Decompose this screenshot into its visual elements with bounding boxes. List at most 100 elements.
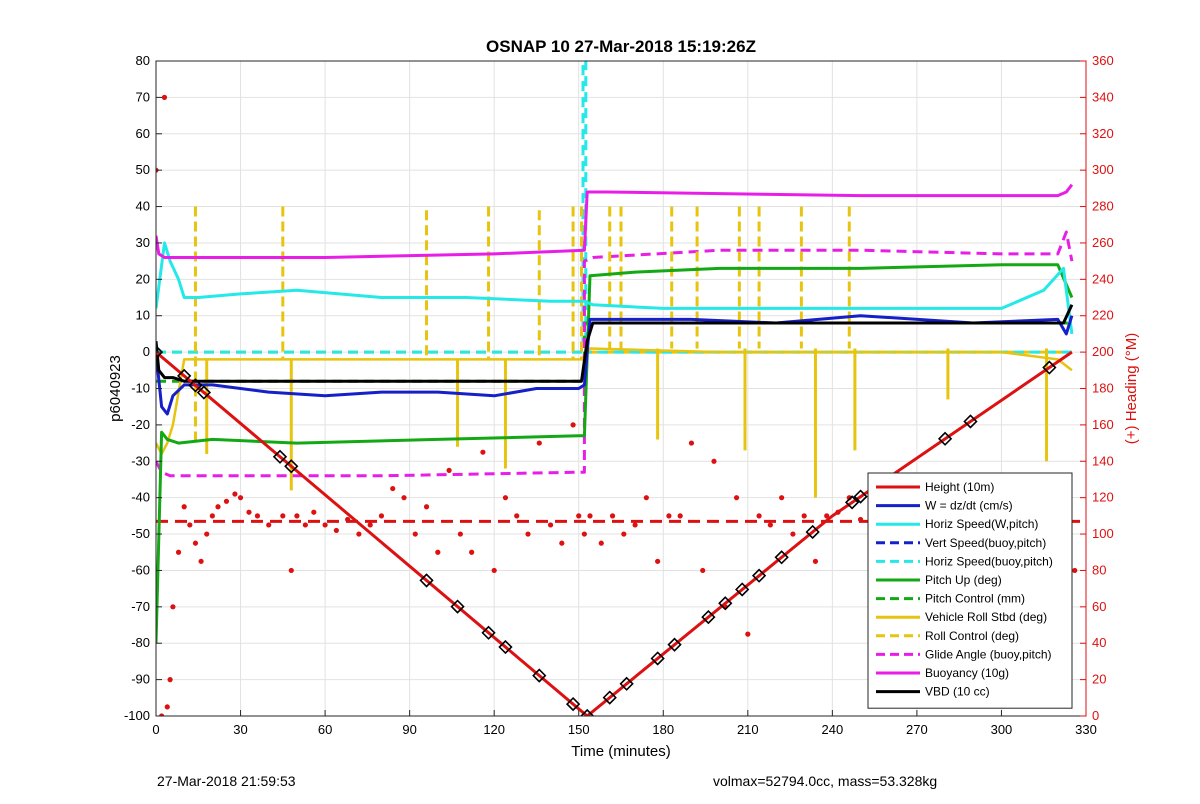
heading-point — [547, 522, 554, 528]
heading-point — [288, 567, 294, 574]
y2-tick-label: 180 — [1092, 381, 1114, 396]
y2-tick-label: 160 — [1092, 417, 1114, 432]
y2-tick-label: 300 — [1092, 162, 1114, 177]
y-tick-label: -100 — [124, 708, 150, 723]
x-tick-label: 240 — [822, 722, 844, 737]
heading-point — [294, 513, 300, 519]
y-tick-label: 40 — [136, 199, 150, 214]
series-line — [156, 304, 1074, 383]
y-tick-label: 80 — [136, 53, 150, 68]
height-marker — [650, 651, 665, 666]
x-axis-label: Time (minutes) — [571, 743, 670, 760]
heading-point — [767, 522, 773, 528]
height-marker — [188, 378, 203, 393]
heading-point — [643, 495, 649, 501]
y2-tick-label: 0 — [1092, 708, 1099, 723]
height-marker — [580, 708, 595, 716]
y2-tick-label: 120 — [1092, 490, 1114, 505]
y-tick-label: 0 — [143, 344, 150, 359]
y2-tick-label: 40 — [1092, 635, 1106, 650]
x-tick-label: 150 — [568, 722, 590, 737]
heading-point — [311, 509, 317, 515]
heading-point — [246, 509, 252, 515]
heading-point — [215, 504, 221, 510]
heading-point — [345, 516, 351, 523]
y2-tick-label: 20 — [1092, 672, 1106, 687]
heading-point — [192, 540, 199, 546]
x-tick-label: 300 — [991, 722, 1013, 737]
series-line — [156, 350, 1073, 716]
y-tick-label: -20 — [131, 417, 150, 432]
heading-point — [423, 504, 430, 510]
heading-point — [857, 516, 864, 523]
heading-point — [502, 495, 509, 501]
footer-summary: volmax=52794.0cc, mass=53.328kg — [713, 773, 938, 789]
heading-point — [559, 540, 565, 546]
y-tick-label: 60 — [136, 126, 150, 141]
legend-label: Vert Speed(buoy,pitch) — [925, 536, 1046, 550]
heading-point — [457, 531, 463, 537]
y2-tick-label: 280 — [1092, 199, 1114, 214]
heading-point — [401, 495, 407, 501]
heading-point — [367, 522, 373, 528]
legend-label: Buoyancy (10g) — [925, 666, 1009, 680]
heading-point — [536, 440, 542, 446]
height-marker — [481, 625, 496, 640]
height-marker — [565, 696, 581, 712]
height-marker — [718, 596, 733, 611]
heading-point — [161, 94, 168, 100]
y2-tick-label: 80 — [1092, 562, 1106, 577]
y-tick-label: -90 — [131, 672, 150, 687]
footer-timestamp: 27-Mar-2018 21:59:53 — [157, 773, 296, 789]
y2-tick-label: 340 — [1092, 89, 1114, 104]
legend-label: Vehicle Roll Stbd (deg) — [925, 610, 1047, 624]
y2-tick-label: 360 — [1092, 53, 1114, 68]
legend-label: Pitch Control (mm) — [925, 592, 1025, 606]
heading-point — [525, 531, 531, 537]
height-marker — [272, 449, 288, 464]
heading-point — [223, 498, 230, 504]
chart-title: OSNAP 10 27-Mar-2018 15:19:26Z — [486, 37, 756, 56]
heading-point — [688, 440, 695, 446]
legend-label: Height (10m) — [925, 480, 994, 494]
heading-point — [167, 677, 173, 683]
heading-point — [187, 522, 193, 528]
height-marker — [196, 385, 212, 400]
heading-point — [514, 513, 520, 519]
height-marker — [701, 609, 716, 625]
heading-point — [412, 531, 418, 537]
heading-point — [356, 531, 362, 537]
y2-tick-label: 240 — [1092, 271, 1114, 286]
heading-point — [198, 558, 204, 564]
y-tick-label: 50 — [136, 162, 150, 177]
heading-point — [322, 522, 328, 528]
heading-point — [812, 558, 819, 564]
heading-point — [621, 531, 627, 537]
heading-point — [164, 704, 170, 710]
y-tick-label: -50 — [131, 526, 150, 541]
height-marker — [805, 524, 820, 540]
heading-point — [570, 422, 576, 428]
y2-tick-label: 60 — [1092, 599, 1106, 614]
height-marker — [419, 573, 434, 588]
y2-axis-label: (+) Heading (°M) — [1123, 333, 1140, 444]
y-tick-label: -30 — [131, 453, 150, 468]
series-line — [156, 241, 1074, 335]
height-marker — [284, 459, 299, 474]
heading-point — [302, 522, 308, 528]
heading-point — [632, 522, 638, 528]
heading-point — [790, 531, 796, 537]
heading-point — [1072, 567, 1078, 574]
y-tick-label: -10 — [131, 381, 150, 396]
height-marker — [450, 599, 465, 614]
heading-point — [254, 513, 261, 519]
legend-label: Horiz Speed(buoy,pitch) — [925, 554, 1053, 568]
heading-point — [587, 513, 593, 519]
heading-point — [733, 495, 740, 501]
heading-point — [711, 458, 717, 464]
heading-point — [801, 513, 807, 519]
heading-point — [609, 513, 616, 519]
heading-point — [170, 604, 176, 610]
heading-point — [677, 513, 683, 519]
